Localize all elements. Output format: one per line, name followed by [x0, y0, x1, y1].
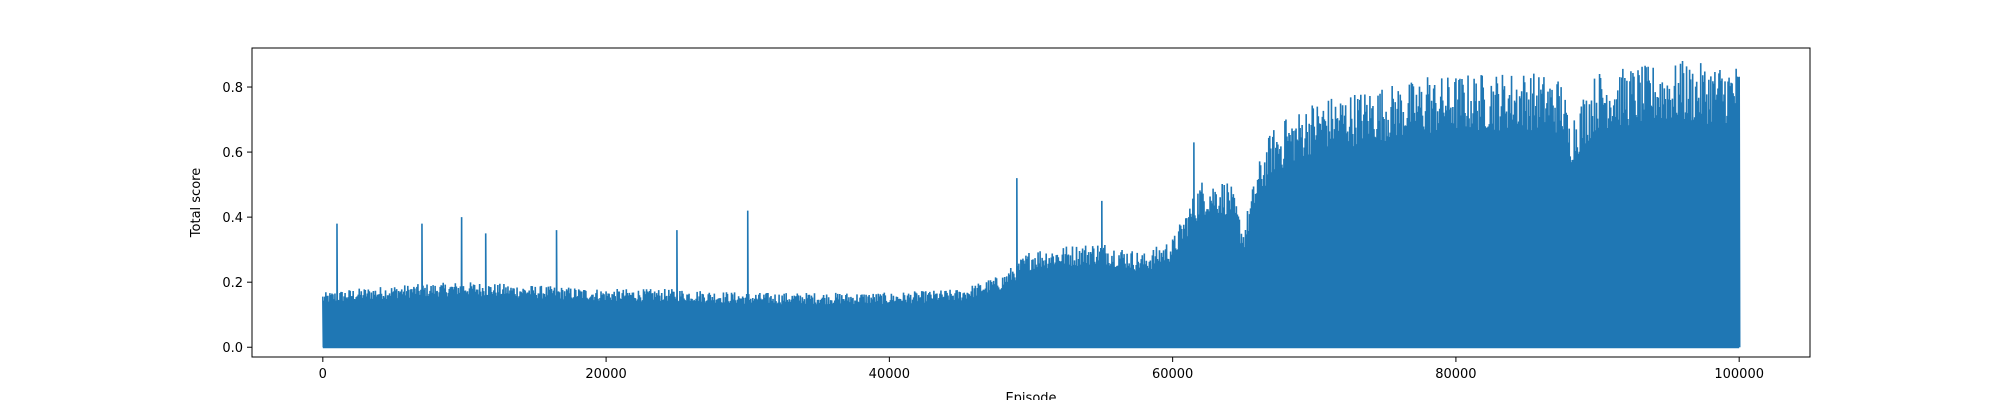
- x-tick-label: 40000: [869, 367, 910, 382]
- y-tick-label: 0.8: [222, 81, 243, 96]
- y-axis: 0.0 0.2 0.4 0.6 0.8: [222, 81, 252, 356]
- x-tick-label: 80000: [1435, 367, 1476, 382]
- x-tick-label: 60000: [1152, 367, 1193, 382]
- series-line-total-score: [322, 61, 1741, 349]
- x-tick-label: 20000: [585, 367, 626, 382]
- y-tick-label: 0.0: [222, 341, 243, 356]
- plot-area: [322, 61, 1741, 349]
- x-axis: 0 20000 40000 60000 80000 100000: [319, 357, 1764, 382]
- y-axis-label: Total score: [189, 168, 204, 238]
- x-tick-label: 100000: [1714, 367, 1764, 382]
- y-tick-label: 0.2: [222, 276, 243, 291]
- x-axis-label: Episode: [1005, 391, 1056, 400]
- y-tick-label: 0.6: [222, 146, 243, 161]
- x-tick-label: 0: [319, 367, 327, 382]
- y-tick-label: 0.4: [222, 211, 243, 226]
- axes-frame: [251, 47, 1811, 358]
